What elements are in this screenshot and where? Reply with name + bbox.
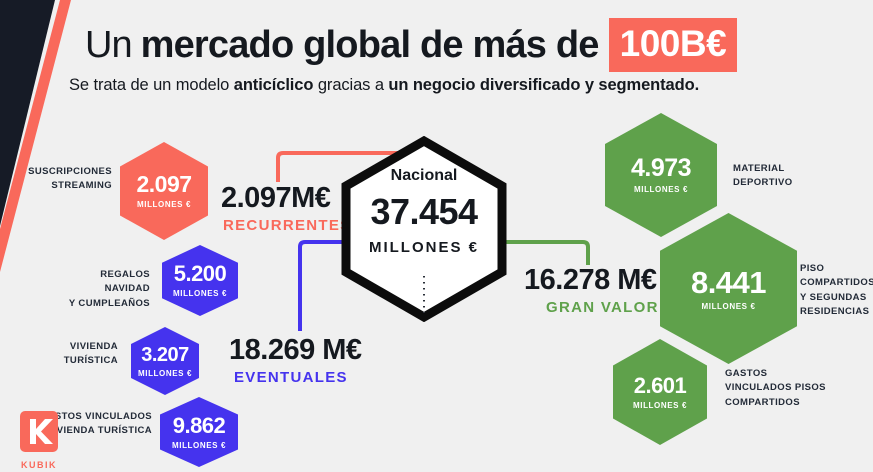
hex-nacional: Nacional 37.454 MILLONES € xyxy=(341,136,507,322)
callout-eventuales: 18.269 M€ EVENTUALES xyxy=(229,334,362,387)
hex-unit: MILLONES € xyxy=(632,400,687,410)
page-title: Un mercado global de más de 100B€ xyxy=(85,18,738,72)
kubik-logo: KUBIK xyxy=(19,411,59,470)
hex-unit: MILLONES € xyxy=(633,185,688,194)
label-suscripciones-streaming: SUSCRIPCIONES STREAMING xyxy=(28,166,112,192)
callout-recurrentes: 2.097M€ RECURRENTES xyxy=(221,182,352,235)
nacional-title: Nacional xyxy=(390,167,458,184)
title-light: Un xyxy=(85,23,133,66)
subtitle-bold: un negocio diversificado y segmentado. xyxy=(388,76,700,94)
callout-label: EVENTUALES xyxy=(234,369,348,386)
callout-value: 16.278 M€ xyxy=(524,264,657,296)
callout-value: 2.097M€ xyxy=(221,182,331,214)
hex-vivienda-turistica: 3.207 MILLONES € xyxy=(131,327,199,395)
subtitle-bold: anticíclico xyxy=(233,76,314,94)
hex-unit: MILLONES € xyxy=(172,289,227,298)
nacional-value: 37.454 xyxy=(370,191,478,232)
kubik-logo-icon xyxy=(20,411,58,452)
hex-unit: MILLONES € xyxy=(171,440,226,450)
subtitle-part: Se trata de un modelo xyxy=(69,76,234,94)
hex-unit: MILLONES € xyxy=(136,200,191,209)
label-regalos-navidad: REGALOS NAVIDAD Y CUMPLEAÑOS xyxy=(68,269,150,309)
hex-unit: MILLONES € xyxy=(137,368,192,378)
hex-value: 2.601 xyxy=(633,372,687,398)
hex-value: 4.973 xyxy=(630,154,692,182)
title-highlight-badge: 100B€ xyxy=(608,18,738,72)
corner-triangle xyxy=(0,0,55,226)
kubik-logo-text: KUBIK xyxy=(21,460,57,470)
nacional-hexagon-shape xyxy=(341,136,507,322)
callout-value: 18.269 M€ xyxy=(229,334,362,366)
hex-unit: MILLONES € xyxy=(701,301,756,311)
hex-value: 2.097 xyxy=(136,171,192,197)
logo-k-glyph xyxy=(30,419,53,444)
subtitle: Se trata de un modelo anticíclico gracia… xyxy=(69,76,699,95)
label-piso-compartidos: PISO COMPARTIDOS Y SEGUNDAS RESIDENCIAS xyxy=(800,263,873,317)
hex-regalos-navidad: 5.200 MILLONES € xyxy=(162,245,238,316)
callout-label: GRAN VALOR xyxy=(546,299,659,316)
hex-material-deportivo: 4.973 MILLONES € xyxy=(605,113,717,237)
hex-value: 3.207 xyxy=(141,343,189,366)
connector-recurrentes xyxy=(276,151,400,182)
corner-stripe xyxy=(0,0,71,272)
label-vivienda-turistica: VIVIENDA TURÍSTICA xyxy=(63,341,118,367)
title-bold: mercado global de más de xyxy=(140,23,600,66)
hex-gastos-pisos: 2.601 MILLONES € xyxy=(613,339,707,445)
label-gastos-pisos: GASTOS VINCULADOS PISOS COMPARTIDOS xyxy=(725,368,826,408)
callout-label: RECURRENTES xyxy=(223,217,352,234)
connector-eventuales xyxy=(298,240,364,331)
subtitle-part: gracias a xyxy=(313,76,389,94)
label-material-deportivo: MATERIAL DEPORTIVO xyxy=(733,163,793,189)
connector-gran-valor xyxy=(486,240,590,265)
hex-value: 8.441 xyxy=(690,264,767,300)
callout-gran-valor: 16.278 M€ GRAN VALOR xyxy=(524,264,659,317)
hex-value: 9.862 xyxy=(172,412,226,438)
nacional-hexagon-outline xyxy=(341,136,507,322)
hex-value: 5.200 xyxy=(173,261,227,286)
corner-decoration xyxy=(0,0,71,272)
nacional-unit: MILLONES € xyxy=(368,238,479,256)
nacional-content: Nacional 37.454 MILLONES € xyxy=(341,136,507,256)
